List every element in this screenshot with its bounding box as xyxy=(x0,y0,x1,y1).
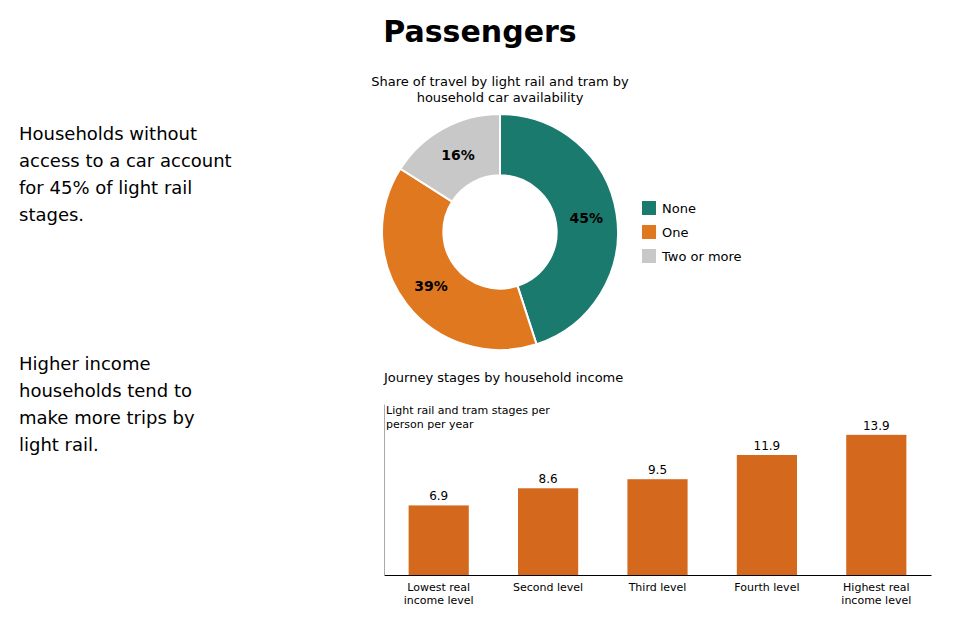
text-line: Second level xyxy=(513,581,583,594)
legend: None One Two or more xyxy=(642,201,742,264)
data-label: 8.6 xyxy=(539,472,558,486)
text-line: make more trips by xyxy=(19,407,195,428)
text-line: Lowest real xyxy=(407,581,470,594)
bar xyxy=(846,435,906,575)
legend-label: Two or more xyxy=(661,249,742,264)
text-line: Share of travel by light rail and tram b… xyxy=(371,74,629,89)
donut-title: Share of travel by light rail and tram b… xyxy=(371,74,629,105)
bar xyxy=(518,488,578,575)
bar xyxy=(737,455,797,575)
data-label: 16% xyxy=(441,147,475,163)
legend-swatch xyxy=(642,225,656,239)
slice xyxy=(400,114,500,202)
annotation: Households without access to a car accoun… xyxy=(19,123,232,225)
tick: Highest realincome level xyxy=(841,575,911,607)
slice-labels: 45% 39% 16% xyxy=(414,147,603,293)
y-axis xyxy=(384,405,385,576)
data-label: 45% xyxy=(569,210,603,226)
text-line: light rail. xyxy=(19,434,99,455)
text-line: income level xyxy=(404,594,474,607)
legend-item: Two or more xyxy=(642,249,742,264)
text-line: Light rail and tram stages per xyxy=(386,404,550,417)
annotation: Higher income households tend to make more… xyxy=(19,353,195,455)
slices xyxy=(382,114,618,350)
donut: Share of travel by light rail and tram b… xyxy=(371,74,741,350)
text-line: Highest real xyxy=(843,581,909,594)
legend-swatch xyxy=(642,249,656,263)
text-line: Fourth level xyxy=(734,581,799,594)
tick-label: Second level xyxy=(513,581,583,594)
bar-labels: 6.9 8.6 9.5 11.9 13.9 xyxy=(429,419,890,504)
bar-subtitle: Light rail and tram stages perperson per… xyxy=(386,404,550,431)
data-label: 11.9 xyxy=(754,439,781,453)
legend-item: None xyxy=(642,201,696,216)
axis-line xyxy=(384,405,385,576)
title: Passengers xyxy=(383,14,576,49)
axis-line xyxy=(385,575,932,576)
tick-label: Fourth level xyxy=(734,581,799,594)
tick: Fourth level xyxy=(734,575,799,594)
tick-label: Lowest realincome level xyxy=(404,581,474,607)
text-line: for 45% of light rail xyxy=(19,177,192,198)
text-line: access to a car account xyxy=(19,150,232,171)
bar-title: Journey stages by household income xyxy=(383,370,623,385)
bars xyxy=(409,435,907,575)
legend-swatch xyxy=(642,201,656,215)
data-label: 39% xyxy=(414,278,448,294)
text-line: stages. xyxy=(19,204,84,225)
bar xyxy=(409,505,469,575)
tick: Second level xyxy=(513,575,583,594)
text-line: households tend to xyxy=(19,380,192,401)
tick: Third level xyxy=(628,575,687,594)
text-line: Third level xyxy=(628,581,687,594)
tick: Lowest realincome level xyxy=(404,575,474,607)
tick-label: Third level xyxy=(628,581,687,594)
text-line: Households without xyxy=(19,123,197,144)
data-label: 6.9 xyxy=(429,489,448,503)
text-line: person per year xyxy=(386,418,474,431)
text-line: income level xyxy=(841,594,911,607)
legend-label: One xyxy=(662,225,688,240)
legend-label: None xyxy=(662,201,696,216)
slice xyxy=(382,169,536,350)
tick-label: Highest realincome level xyxy=(841,581,911,607)
x-axis: Lowest realincome levelSecond levelThird… xyxy=(385,575,932,607)
text-line: household car availability xyxy=(417,90,584,105)
bar-chart: Journey stages by household income 6.9 8.6… xyxy=(383,370,932,607)
bar xyxy=(627,479,687,575)
text-line: Higher income xyxy=(19,353,151,374)
chart: Passengers Households without access to a … xyxy=(0,0,960,640)
data-label: 9.5 xyxy=(648,463,667,477)
data-label: 13.9 xyxy=(863,419,890,433)
legend-item: One xyxy=(642,225,688,240)
